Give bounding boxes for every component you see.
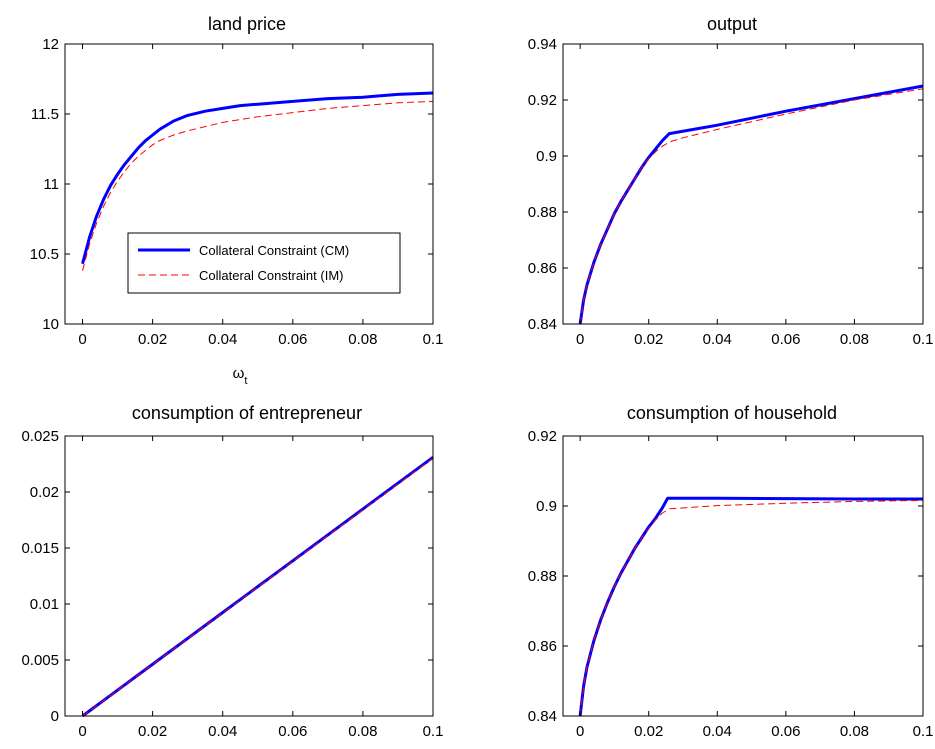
x-tick-label: 0.06 [771, 331, 800, 348]
x-tick-label: 0.04 [208, 331, 237, 348]
panel-title: output [707, 14, 757, 34]
x-tick-label: 0.04 [703, 723, 732, 740]
panel-output: output 0 0.02 0.04 0.06 0.08 0.1 0.84 0.86 0.88 0… [528, 14, 934, 348]
series-line-im [579, 499, 924, 717]
panel-title: land price [208, 14, 286, 34]
x-tick-label: 0.1 [913, 723, 934, 740]
legend: Collateral Constraint (CM) Collateral Co… [127, 232, 401, 294]
y-tick-label: 0.005 [21, 652, 59, 669]
x-tick-label: 0.1 [423, 331, 444, 348]
x-tick-label: 0.1 [913, 331, 934, 348]
y-tick-label: 0.92 [528, 92, 557, 109]
y-tick-label: 11 [43, 176, 59, 193]
x-tick-label: 0.1 [423, 723, 444, 740]
y-tick-label: 0.94 [528, 36, 557, 53]
x-tick-label: 0.08 [840, 331, 869, 348]
y-tick-label: 10.5 [30, 246, 59, 263]
x-tick-label: 0.06 [278, 331, 307, 348]
legend-box [127, 232, 401, 294]
y-tick-label: 0.02 [30, 484, 59, 501]
x-tick-label: 0 [576, 331, 584, 348]
x-tick-label: 0.02 [138, 723, 167, 740]
x-tick-label: 0.02 [634, 723, 663, 740]
y-tick-label: 0.015 [21, 540, 59, 557]
panel-land-price: land price 0 0.02 0.04 0.06 0.08 0.1 10 10.5 11 1… [30, 14, 444, 387]
y-tick-label: 0.84 [528, 316, 557, 333]
y-tick-label: 0.9 [536, 148, 557, 165]
y-tick-label: 0.025 [21, 428, 59, 445]
plot-frame [64, 435, 434, 717]
panel-title: consumption of household [627, 403, 837, 423]
x-tick-label: 0.08 [840, 723, 869, 740]
y-tick-label: 0.01 [30, 596, 59, 613]
y-tick-label: 12 [42, 36, 59, 53]
x-tick-label: 0.02 [634, 331, 663, 348]
x-tick-label: 0.02 [138, 331, 167, 348]
y-tick-label: 0.86 [528, 638, 557, 655]
x-axis-label: ωt [233, 365, 248, 387]
series-line-im [579, 88, 924, 325]
y-tick-label: 0.84 [528, 708, 557, 725]
y-tick-label: 0.92 [528, 428, 557, 445]
y-tick-label: 0.9 [536, 498, 557, 515]
series-line-im [82, 457, 434, 717]
y-tick-label: 0 [51, 708, 59, 725]
x-tick-label: 0.08 [348, 723, 377, 740]
x-tick-label: 0 [78, 331, 86, 348]
series-line-im [82, 100, 434, 271]
x-tick-label: 0.04 [208, 723, 237, 740]
plot-frame [562, 43, 924, 325]
y-tick-label: 0.86 [528, 260, 557, 277]
panel-consumption-household: consumption of household 0 0.02 0.04 0.06 0.… [528, 403, 934, 740]
x-tick-label: 0.08 [348, 331, 377, 348]
legend-label-im: Collateral Constraint (IM) [199, 268, 344, 283]
panel-title: consumption of entrepreneur [132, 403, 362, 423]
y-tick-label: 10 [42, 316, 59, 333]
y-tick-label: 11.5 [31, 106, 59, 123]
x-tick-label: 0.06 [771, 723, 800, 740]
x-tick-label: 0.06 [278, 723, 307, 740]
x-tick-label: 0 [78, 723, 86, 740]
series-line-cm [81, 91, 434, 265]
y-tick-label: 0.88 [528, 204, 557, 221]
x-tick-label: 0.04 [703, 331, 732, 348]
y-tick-label: 0.88 [528, 568, 557, 585]
legend-label-cm: Collateral Constraint (CM) [199, 243, 349, 258]
panel-consumption-entrepreneur: consumption of entrepreneur 0 0.02 0.04 0.0… [21, 403, 443, 740]
x-tick-label: 0 [576, 723, 584, 740]
